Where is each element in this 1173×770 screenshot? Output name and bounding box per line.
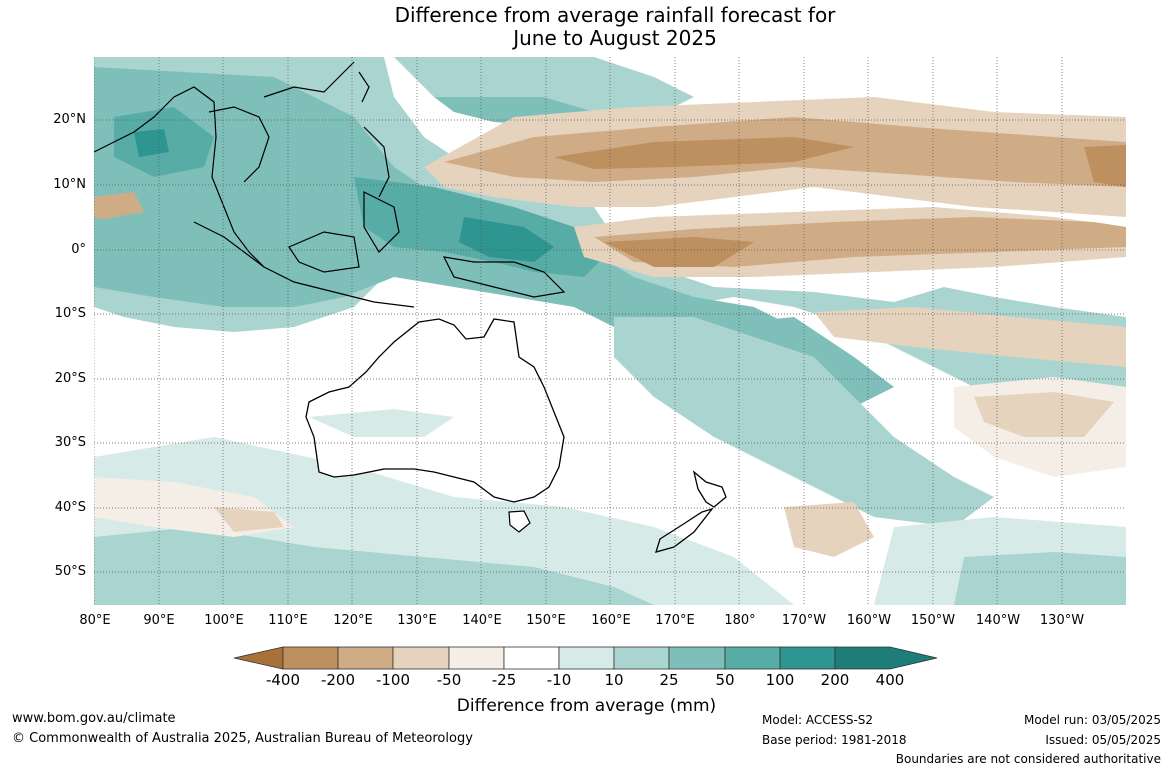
lat-label-20s: 20°S	[54, 371, 86, 386]
colorbar-tick-label: -100	[375, 671, 411, 689]
colorbar-segment-2	[337, 646, 394, 670]
title-line-2: June to August 2025	[513, 26, 717, 50]
lon-label-90e: 90°E	[143, 613, 175, 628]
lon-label-100e: 100°E	[204, 613, 244, 628]
colorbar-tick-label: -10	[546, 671, 572, 689]
colorbar-segment-7	[613, 646, 670, 670]
lat-label-40s: 40°S	[54, 500, 86, 515]
colorbar-segment-5	[503, 646, 560, 670]
issued-date: Issued: 05/05/2025	[1045, 733, 1161, 747]
colorbar-tick-label: 100	[765, 671, 795, 689]
boundaries-disclaimer: Boundaries are not considered authoritat…	[895, 752, 1161, 766]
colorbar-tick-label: 25	[659, 671, 679, 689]
lat-label-10n: 10°N	[53, 177, 86, 192]
colorbar-tick-label: 10	[604, 671, 624, 689]
australia-landmass	[305, 318, 565, 533]
website-link[interactable]: www.bom.gov.au/climate	[12, 711, 176, 726]
coastlines	[94, 61, 566, 308]
lon-label-140e: 140°E	[462, 613, 502, 628]
dry-anomaly-regions	[94, 97, 1126, 557]
colorbar-tick-label: 200	[820, 671, 850, 689]
colorbar-segment-1	[282, 646, 339, 670]
lon-label-150w: 150°W	[910, 613, 956, 628]
lon-label-170e: 170°E	[655, 613, 695, 628]
lon-label-140w: 140°W	[975, 613, 1021, 628]
colorbar-tick-label: 50	[715, 671, 735, 689]
colorbar-segment-9	[724, 646, 781, 670]
lat-label-10s: 10°S	[54, 306, 86, 321]
base-period: Base period: 1981-2018	[762, 733, 907, 747]
colorbar-segment-3	[392, 646, 450, 670]
lon-label-110e: 110°E	[268, 613, 308, 628]
colorbar-tick-label: -200	[320, 671, 356, 689]
model-name: Model: ACCESS-S2	[762, 713, 874, 727]
title-line-1: Difference from average rainfall forecas…	[394, 3, 836, 27]
colorbar-tick-label: 400	[875, 671, 905, 689]
copyright-text: © Commonwealth of Australia 2025, Austra…	[12, 731, 473, 746]
colorbar-segment-8	[668, 646, 726, 670]
map-title: Difference from average rainfall forecas…	[0, 4, 1173, 50]
lon-label-180: 180°	[724, 613, 756, 628]
lat-label-20n: 20°N	[53, 112, 86, 127]
lon-label-130w: 130°W	[1039, 613, 1085, 628]
lon-label-80e: 80°E	[79, 613, 111, 628]
colorbar-segment-10	[779, 646, 836, 670]
colorbar-tick-label: -25	[491, 671, 517, 689]
lon-label-160e: 160°E	[591, 613, 631, 628]
lon-label-150e: 150°E	[526, 613, 566, 628]
colorbar-segment-6	[558, 646, 615, 670]
lon-label-160w: 160°W	[846, 613, 892, 628]
colorbar-segment-4	[448, 646, 505, 670]
rainfall-map	[94, 57, 1126, 605]
colorbar-tick-label: -400	[265, 671, 301, 689]
lat-label-30s: 30°S	[54, 435, 86, 450]
colorbar-caption: Difference from average (mm)	[456, 696, 717, 716]
colorbar-segment-11	[834, 646, 938, 670]
colorbar	[233, 646, 938, 670]
colorbar-segment-0	[233, 646, 284, 670]
new-zealand-landmass	[655, 470, 727, 553]
lat-label-0: 0°	[71, 242, 86, 257]
model-run-date: Model run: 03/05/2025	[1023, 713, 1161, 727]
lon-label-170w: 170°W	[781, 613, 827, 628]
lat-label-50s: 50°S	[54, 564, 86, 579]
colorbar-tick-label: -50	[436, 671, 462, 689]
graticule	[94, 57, 1126, 605]
lon-label-130e: 130°E	[397, 613, 437, 628]
lon-label-120e: 120°E	[333, 613, 373, 628]
